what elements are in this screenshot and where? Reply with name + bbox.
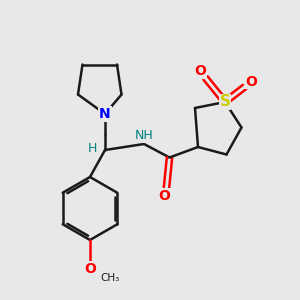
Text: CH₃: CH₃ bbox=[100, 273, 120, 283]
Text: H: H bbox=[88, 142, 97, 155]
Text: NH: NH bbox=[135, 129, 153, 142]
Text: O: O bbox=[84, 262, 96, 276]
Text: S: S bbox=[220, 94, 230, 110]
Text: N: N bbox=[99, 107, 111, 121]
Text: O: O bbox=[245, 75, 257, 88]
Text: O: O bbox=[158, 189, 170, 203]
Text: O: O bbox=[194, 64, 206, 78]
